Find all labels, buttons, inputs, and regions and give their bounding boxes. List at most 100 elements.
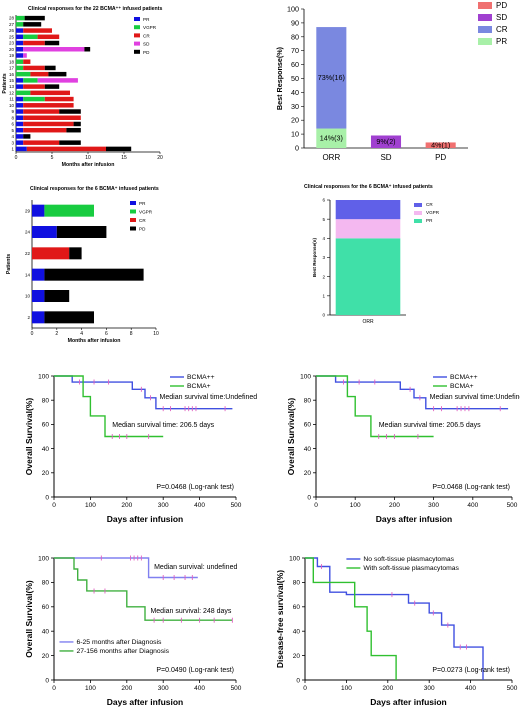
p1-patient-label: 6 [11, 122, 14, 127]
p1-bar-segment [16, 109, 24, 114]
p1-patient-label: 4 [11, 134, 14, 139]
p4-legend-label: CR [426, 202, 433, 207]
p1-bar-segment [59, 109, 81, 114]
p1-patient-label: 13 [9, 84, 15, 89]
p1-patient-label: 19 [9, 53, 15, 58]
p5-x-tick-label: 0 [52, 502, 56, 509]
p2-data-label: 4%(1) [431, 141, 450, 150]
p5-x-tick-label: 400 [194, 502, 205, 509]
p6-x-tick-label: 0 [314, 502, 318, 509]
p5-annotation: Median survival time:Undefined [160, 394, 258, 401]
p1-legend-label: VGPR [143, 25, 157, 30]
p2-y-tick-label: 60 [291, 60, 299, 69]
p1-bar-segment [16, 22, 24, 27]
p5-pvalue: P=0.0468 (Log-rank test) [156, 484, 234, 491]
p7-y-tick-label: 20 [42, 653, 50, 660]
p1-bar-segment [16, 28, 24, 33]
p8-series-line [305, 557, 397, 680]
p7-annotation: Median survival: 248 days [150, 608, 231, 615]
p8-x-axis-label: Days after infusion [370, 697, 447, 707]
p2-legend-label: PD [496, 1, 507, 10]
p1-bar-segment [16, 78, 24, 83]
p5-x-tick-label: 200 [121, 502, 132, 509]
p1-bar-segment [37, 78, 78, 83]
p1-bar-segment [16, 140, 24, 145]
p3-x-tick-label: 10 [153, 331, 159, 337]
p8-y-tick-label: 0 [296, 677, 300, 684]
p6-y-tick-label: 60 [304, 422, 312, 429]
p2-y-tick-label: 30 [291, 102, 299, 111]
p1-bar-segment [23, 28, 52, 33]
p8-y-tick-label: 100 [289, 555, 300, 562]
p3-x-tick-label: 0 [31, 331, 34, 337]
p2-data-label: 9%(2) [376, 137, 395, 146]
p2-y-tick-label: 50 [291, 74, 299, 83]
p4-legend-swatch [414, 203, 422, 207]
p2-legend-label: CR [496, 25, 508, 34]
p5-series-line [54, 375, 164, 438]
p3-bar-segment [32, 226, 57, 238]
p8-y-tick-label: 80 [293, 580, 301, 587]
p6-x-tick-label: 300 [428, 502, 439, 509]
p6-series-line [316, 375, 509, 410]
p1-bar-segment [16, 103, 24, 108]
p1-bar-segment [106, 146, 132, 152]
p1-patient-label: 28 [9, 16, 15, 21]
p3-bar-segment [56, 226, 107, 238]
p5-y-tick-label: 40 [42, 446, 50, 453]
p4-legend-swatch [414, 211, 422, 215]
p6-pvalue: P=0.0468 (Log-rank test) [432, 484, 510, 491]
p1-legend-swatch [134, 41, 140, 46]
p1-bar-segment [23, 127, 67, 133]
p1-patient-label: 15 [9, 78, 15, 83]
p3-bar-segment [32, 247, 70, 260]
p3-legend-swatch [130, 209, 136, 214]
p4-y-tick-label: 4 [322, 236, 325, 241]
p6-legend-label: BCMA+ [450, 383, 474, 390]
p1-patient-label: 17 [9, 66, 15, 71]
p1-bar-segment [23, 53, 27, 58]
p1-y-axis-label: Patients [2, 73, 8, 93]
p3-bar-segment [32, 311, 45, 324]
p1-bar-segment [23, 103, 74, 108]
p5-x-tick-label: 100 [85, 502, 96, 509]
p1-bar-segment [30, 71, 49, 77]
p1-bar-segment [16, 34, 24, 40]
p1-x-axis-label: Months after infusion [62, 162, 115, 168]
p3-legend-label: PD [139, 227, 146, 232]
p1-patient-label: 23 [9, 41, 15, 46]
p4-y-tick-label: 3 [322, 255, 325, 260]
p6-series-line [316, 375, 434, 438]
p5-legend-label: BCMA++ [187, 374, 215, 381]
p3-legend-swatch [130, 218, 136, 222]
p4-legend-label: PR [426, 218, 433, 223]
p8-y-tick-label: 40 [293, 629, 301, 636]
p2-bar-segment [316, 128, 347, 148]
p1-patient-label: 26 [9, 28, 15, 33]
p6-x-tick-label: 500 [507, 502, 518, 509]
p6-legend-label: BCMA++ [450, 374, 478, 381]
p1-bar-segment [66, 127, 81, 133]
p1-legend-label: PD [143, 50, 150, 55]
p7-y-tick-label: 60 [42, 604, 50, 611]
p1-bar-segment [16, 53, 24, 58]
p6-x-axis-label: Days after infusion [376, 514, 453, 524]
p1-bar-segment [23, 109, 60, 114]
p1-bar-segment [23, 22, 42, 27]
p5-x-axis-label: Days after infusion [107, 514, 184, 524]
p1-legend-swatch [134, 33, 140, 38]
p2-bar-segment [425, 142, 456, 148]
p4-legend-swatch [414, 219, 422, 223]
p1-bar-segment [23, 65, 45, 71]
p1-bar-segment [23, 121, 74, 127]
p8-series-line [305, 557, 484, 680]
p2-legend-swatch [478, 14, 492, 21]
p8-pvalue: P=0.0273 (Log-rank test) [432, 667, 510, 674]
p5-y-tick-label: 60 [42, 422, 50, 429]
p4-title: Clinical responses for the 6 BCMA⁺ infus… [304, 184, 433, 190]
p1-patient-label: 16 [9, 72, 15, 77]
p1-bar-segment [16, 71, 31, 77]
p1-bar-segment [23, 84, 45, 89]
p8-y-tick-label: 60 [293, 604, 301, 611]
